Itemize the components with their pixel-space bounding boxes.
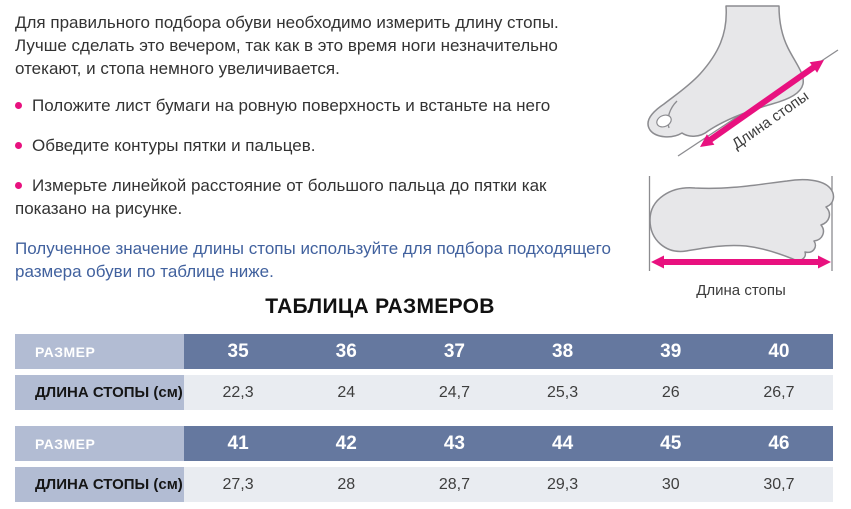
measurement-note-line: размера обуви по таблице ниже. [15, 262, 274, 281]
instruction-line: Обведите контуры пятки и пальцев. [15, 134, 627, 157]
length-value-cell: 22,3 [184, 375, 293, 410]
instruction-text: Обведите контуры пятки и пальцев. [32, 136, 316, 155]
big-toe-crease [667, 100, 678, 129]
foot-length-arrow-icon [700, 60, 824, 147]
size-cell: 43 [400, 426, 509, 461]
instruction-line: Измерьте линейкой расстояние от большого… [15, 174, 627, 197]
length-value-cell: 26,7 [724, 375, 833, 410]
size-table-35-40: РАЗМЕР 35 36 37 38 39 40 ДЛИНА СТОПЫ (см… [15, 334, 833, 410]
length-value-cell: 28 [292, 467, 401, 502]
side-foot-figure: Длина стопы [647, 5, 839, 157]
bullet-icon [15, 142, 22, 149]
size-row-header: РАЗМЕР [15, 334, 184, 369]
intro-text-column: Для правильного подбора обуви необходимо… [15, 0, 627, 283]
top-foot-figure: Длина стопы [648, 176, 835, 299]
footprint-illustration [649, 178, 835, 262]
length-value-cell: 24,7 [400, 375, 509, 410]
size-table-41-46: РАЗМЕР 41 42 43 44 45 46 ДЛИНА СТОПЫ (см… [15, 426, 833, 502]
length-value-cell: 26 [616, 375, 725, 410]
instruction-text: Измерьте линейкой расстояние от большого… [32, 176, 547, 195]
size-cell: 36 [292, 334, 401, 369]
foot-length-label: Длина стопы [696, 282, 786, 299]
size-row-header: РАЗМЕР [15, 426, 184, 461]
size-cell: 45 [616, 426, 725, 461]
size-cell: 41 [184, 426, 293, 461]
size-cell: 37 [400, 334, 509, 369]
length-row-header: ДЛИНА СТОПЫ (см) [15, 467, 184, 502]
intro-paragraph: Для правильного подбора обуви необходимо… [15, 11, 627, 80]
length-value-cell: 24 [292, 375, 401, 410]
length-value-cell: 30 [616, 467, 725, 502]
bullet-icon [15, 182, 22, 189]
intro-paragraph-line: Для правильного подбора обуви необходимо… [15, 13, 559, 32]
intro-paragraph-line: Лучше сделать это вечером, так как в это… [15, 36, 558, 55]
length-row-header: ДЛИНА СТОПЫ (см) [15, 375, 184, 410]
size-cell: 38 [508, 334, 617, 369]
instruction-line: Положите лист бумаги на ровную поверхнос… [15, 94, 627, 117]
length-value-cell: 28,7 [400, 467, 509, 502]
instruction-step-2: Обведите контуры пятки и пальцев. [15, 134, 627, 157]
instruction-step-3: Измерьте линейкой расстояние от большого… [15, 174, 627, 220]
length-value-cell: 27,3 [184, 467, 293, 502]
foot-length-arrow-icon [651, 255, 831, 269]
size-cell: 46 [724, 426, 833, 461]
length-value-cell: 30,7 [724, 467, 833, 502]
bullet-icon [15, 102, 22, 109]
size-cell: 42 [292, 426, 401, 461]
size-cell: 40 [724, 334, 833, 369]
toenail [656, 114, 672, 128]
measurement-note-line: Полученное значение длины стопы использу… [15, 239, 611, 258]
intro-paragraph-line: отекают, и стопа немного увеличивается. [15, 59, 340, 78]
size-cell: 44 [508, 426, 617, 461]
size-cell: 35 [184, 334, 293, 369]
instruction-text: Положите лист бумаги на ровную поверхнос… [32, 96, 551, 115]
length-value-cell: 25,3 [508, 375, 617, 410]
size-table-title: ТАБЛИЦА РАЗМЕРОВ [265, 295, 495, 318]
size-cell: 39 [616, 334, 725, 369]
instruction-step-1: Положите лист бумаги на ровную поверхнос… [15, 94, 627, 117]
length-value-cell: 29,3 [508, 467, 617, 502]
instruction-line: показано на рисунке. [15, 199, 183, 218]
figures-column: Длина стопы Длина стопы [630, 0, 851, 302]
measurement-note: Полученное значение длины стопы использу… [15, 237, 627, 283]
